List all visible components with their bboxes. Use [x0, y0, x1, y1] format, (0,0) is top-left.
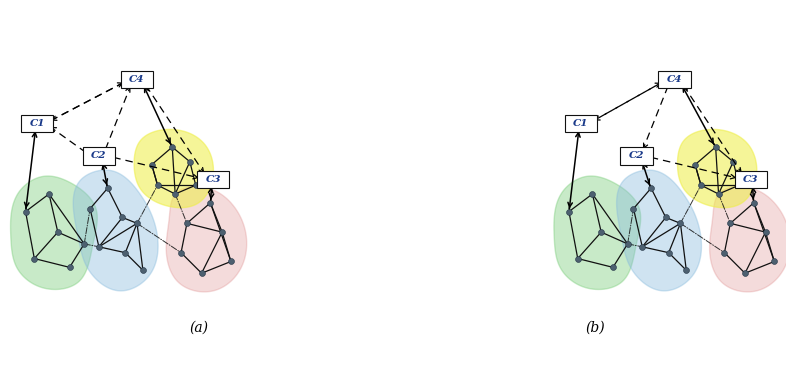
Polygon shape: [10, 176, 98, 289]
FancyBboxPatch shape: [83, 147, 115, 165]
FancyBboxPatch shape: [565, 115, 597, 132]
Point: [175, 249, 187, 256]
Polygon shape: [554, 176, 641, 289]
Polygon shape: [617, 170, 701, 291]
Polygon shape: [73, 170, 158, 291]
Point: [64, 264, 76, 270]
Point: [78, 241, 91, 247]
Point: [145, 161, 158, 168]
Text: C4: C4: [129, 75, 145, 84]
FancyBboxPatch shape: [658, 71, 691, 88]
Point: [586, 191, 599, 197]
Point: [662, 249, 675, 256]
Polygon shape: [166, 187, 247, 292]
Text: (b): (b): [585, 321, 605, 335]
Text: C4: C4: [667, 75, 682, 84]
Point: [712, 191, 725, 197]
Point: [695, 182, 707, 188]
Point: [102, 185, 114, 191]
Point: [131, 220, 144, 227]
Point: [768, 258, 781, 265]
Point: [225, 258, 237, 265]
Point: [607, 264, 619, 270]
Point: [674, 220, 687, 227]
Point: [19, 208, 32, 215]
Point: [169, 191, 182, 197]
Point: [627, 206, 640, 212]
FancyBboxPatch shape: [620, 147, 653, 165]
Point: [52, 229, 64, 235]
Point: [190, 182, 202, 188]
Point: [180, 220, 193, 227]
Point: [195, 270, 208, 276]
Point: [724, 220, 737, 227]
Point: [572, 255, 584, 262]
Point: [733, 182, 746, 188]
Polygon shape: [710, 187, 790, 292]
Point: [709, 144, 722, 150]
Point: [116, 214, 129, 220]
Point: [563, 208, 576, 215]
Text: (a): (a): [189, 321, 208, 335]
Point: [738, 270, 751, 276]
Point: [621, 241, 634, 247]
Point: [636, 244, 649, 250]
Point: [151, 182, 164, 188]
Point: [216, 229, 229, 235]
Point: [680, 267, 692, 274]
Point: [759, 229, 772, 235]
Point: [659, 214, 672, 220]
Text: C2: C2: [91, 151, 106, 160]
Text: C1: C1: [29, 119, 45, 128]
Text: C3: C3: [743, 175, 758, 184]
Polygon shape: [134, 129, 214, 208]
Point: [645, 185, 657, 191]
Point: [183, 159, 196, 165]
Text: C3: C3: [206, 175, 221, 184]
Text: C2: C2: [629, 151, 644, 160]
FancyBboxPatch shape: [21, 115, 53, 132]
Point: [727, 159, 739, 165]
Point: [688, 161, 701, 168]
FancyBboxPatch shape: [734, 171, 767, 188]
FancyBboxPatch shape: [121, 71, 153, 88]
Polygon shape: [677, 129, 757, 208]
Point: [43, 191, 56, 197]
Point: [595, 229, 607, 235]
Point: [137, 267, 149, 274]
Point: [119, 249, 132, 256]
Point: [93, 244, 106, 250]
FancyBboxPatch shape: [197, 171, 229, 188]
Point: [718, 249, 730, 256]
Text: C1: C1: [573, 119, 588, 128]
Point: [166, 144, 179, 150]
Point: [28, 255, 40, 262]
Point: [83, 206, 96, 212]
Point: [204, 200, 217, 206]
Point: [747, 200, 760, 206]
